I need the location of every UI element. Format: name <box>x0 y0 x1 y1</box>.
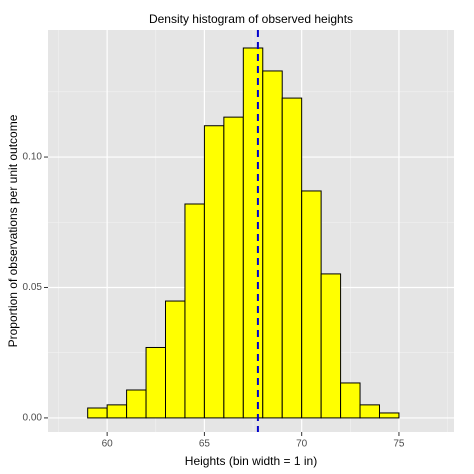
bar <box>281 97 303 419</box>
bar <box>340 382 361 419</box>
bar <box>223 116 244 419</box>
bar <box>359 404 380 419</box>
x-tick-label: 60 <box>102 439 114 450</box>
y-axis-label: Proportion of observations per unit outc… <box>6 114 20 347</box>
bar <box>106 404 128 419</box>
bar <box>301 190 322 419</box>
x-axis-label: Heights (bin width = 1 in) <box>185 454 317 468</box>
chart-title: Density histogram of observed heights <box>149 12 353 26</box>
x-tick-label: 65 <box>199 439 211 450</box>
bar <box>87 407 108 419</box>
bar <box>126 389 147 419</box>
y-tick-label: 0.00 <box>23 413 43 424</box>
bar <box>203 125 225 419</box>
bar <box>145 346 167 419</box>
bar <box>320 273 342 419</box>
y-tick-label: 0.05 <box>23 282 43 293</box>
x-tick-label: 75 <box>393 439 405 450</box>
bar <box>242 47 264 419</box>
bar <box>184 203 205 419</box>
bar <box>165 300 186 419</box>
bar <box>378 412 400 419</box>
bar <box>262 70 283 419</box>
x-tick-label: 70 <box>296 439 308 450</box>
y-tick-label: 0.10 <box>23 152 43 163</box>
